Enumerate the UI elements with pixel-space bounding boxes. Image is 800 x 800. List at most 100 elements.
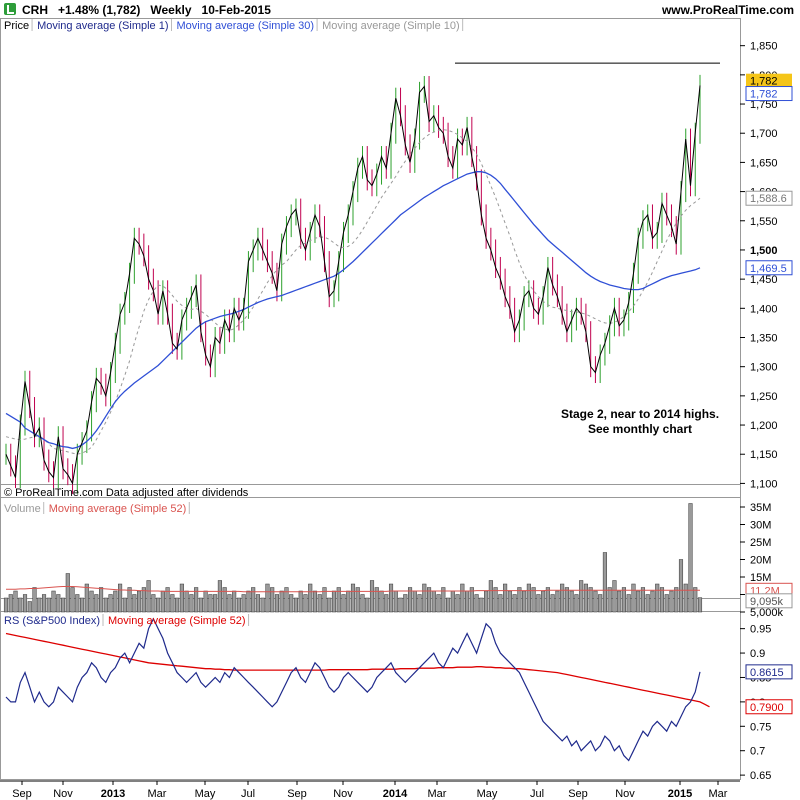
rs-legend-1: Moving average (Simple 52) bbox=[108, 615, 246, 627]
volume-bar bbox=[241, 594, 246, 613]
volume-bar bbox=[417, 594, 422, 613]
volume-bar bbox=[427, 587, 432, 613]
volume-bar bbox=[550, 594, 555, 613]
price-panel-frame bbox=[0, 18, 741, 498]
volume-bar bbox=[298, 590, 303, 613]
volume-bar bbox=[51, 590, 56, 613]
price-tick-label: 1,150 bbox=[750, 449, 778, 461]
volume-bar bbox=[474, 594, 479, 613]
volume-bar bbox=[336, 587, 341, 613]
price-tick-label: 1,850 bbox=[750, 41, 778, 53]
volume-bar bbox=[436, 594, 441, 613]
volume-bar bbox=[564, 587, 569, 613]
x-tick-label: Nov bbox=[53, 788, 73, 800]
volume-bar bbox=[179, 583, 184, 613]
rs-tick-label: 0.9 bbox=[750, 648, 765, 660]
sma1-value-badge-bg bbox=[745, 86, 793, 102]
instrument-title: CRH +1.48% (1,782) Weekly 10-Feb-2015 bbox=[22, 3, 271, 17]
volume-bar bbox=[70, 587, 75, 613]
volume-bar bbox=[170, 594, 175, 613]
sma10-line bbox=[5, 129, 701, 455]
volume-bar bbox=[184, 590, 189, 613]
volume-bar bbox=[56, 594, 61, 613]
volume-bar bbox=[602, 552, 607, 613]
volume-bar bbox=[678, 559, 684, 613]
rs-ma-line bbox=[5, 632, 710, 708]
x-tick-label: Nov bbox=[333, 788, 353, 800]
volume-bar bbox=[422, 583, 427, 613]
volume-bar bbox=[398, 597, 403, 613]
rs-tick-label: 0.75 bbox=[750, 721, 771, 733]
volume-bar bbox=[160, 590, 165, 613]
volume-tick-label: 5,000k bbox=[750, 607, 784, 619]
price-tick-label: 1,550 bbox=[750, 216, 778, 228]
volume-bar bbox=[165, 587, 170, 613]
close-line bbox=[5, 85, 701, 485]
volume-bar bbox=[217, 580, 222, 613]
volume-bar bbox=[393, 590, 398, 613]
x-tick-label: 2013 bbox=[101, 788, 125, 800]
volume-bar bbox=[507, 590, 512, 613]
rs-tick-label: 0.65 bbox=[750, 770, 771, 782]
volume-bar bbox=[512, 594, 517, 613]
volume-bar bbox=[108, 594, 113, 613]
volume-bar bbox=[531, 587, 536, 613]
site-url: www.ProRealTime.com bbox=[661, 3, 794, 17]
volume-bar bbox=[308, 583, 313, 613]
volume-bar bbox=[189, 594, 194, 613]
volume-bar bbox=[379, 590, 384, 613]
volume-bar bbox=[522, 590, 527, 613]
volume-bar bbox=[27, 601, 32, 613]
volume-bar bbox=[607, 587, 612, 613]
chart-header: CRH +1.48% (1,782) Weekly 10-Feb-2015 ww… bbox=[0, 0, 800, 18]
volume-bar bbox=[213, 594, 218, 613]
rs-ma-value-badge-bg bbox=[745, 699, 793, 715]
volume-bar bbox=[22, 594, 28, 613]
price-legend-1: Moving average (Simple 1) bbox=[37, 20, 168, 32]
volume-bar bbox=[683, 583, 688, 613]
volume-bar bbox=[626, 594, 631, 613]
volume-bar bbox=[384, 594, 389, 613]
volume-bar bbox=[374, 587, 379, 613]
volume-bar bbox=[113, 590, 118, 613]
volume-bar bbox=[355, 587, 360, 613]
x-tick-label: Sep bbox=[12, 788, 32, 800]
volume-bar bbox=[103, 597, 108, 613]
volume-bar bbox=[89, 590, 94, 613]
x-tick-label: Sep bbox=[568, 788, 588, 800]
volume-bar bbox=[446, 597, 451, 613]
x-tick-label: 2015 bbox=[668, 788, 692, 800]
price-tick-label: 1,300 bbox=[750, 362, 778, 374]
volume-bar bbox=[327, 597, 332, 613]
volume-bar bbox=[693, 587, 698, 613]
volume-bar bbox=[312, 590, 318, 613]
volume-bar bbox=[60, 597, 66, 613]
volume-legend-1: Moving average (Simple 52) bbox=[49, 503, 187, 515]
volume-bar bbox=[640, 587, 646, 613]
rs-tick-label: 0.7 bbox=[750, 746, 765, 758]
volume-bar bbox=[469, 587, 474, 613]
volume-bar bbox=[612, 580, 617, 613]
annotation-note-2: See monthly chart bbox=[588, 422, 692, 436]
x-tick-label: Jul bbox=[241, 788, 255, 800]
volume-bar bbox=[588, 587, 593, 613]
volume-bar bbox=[655, 583, 660, 613]
x-tick-label: May bbox=[477, 788, 498, 800]
volume-tick-label: 15M bbox=[750, 572, 771, 584]
volume-bar bbox=[198, 597, 203, 613]
volume-ma-line bbox=[6, 586, 700, 593]
volume-bar bbox=[541, 590, 546, 613]
volume-bar bbox=[156, 597, 161, 613]
last-price-badge: 1,782 bbox=[750, 76, 778, 88]
volume-bar bbox=[284, 587, 289, 613]
volume-bar bbox=[46, 597, 51, 613]
price-legend-3: Moving average (Simple 10) bbox=[322, 20, 460, 32]
x-tick-label: May bbox=[195, 788, 216, 800]
volume-bar bbox=[146, 580, 151, 613]
x-tick-label: Nov bbox=[615, 788, 635, 800]
volume-bar bbox=[493, 587, 498, 613]
volume-bar bbox=[227, 594, 232, 613]
volume-bar bbox=[583, 583, 588, 613]
price-tick-label: 1,750 bbox=[750, 99, 778, 111]
volume-bar bbox=[80, 597, 85, 613]
